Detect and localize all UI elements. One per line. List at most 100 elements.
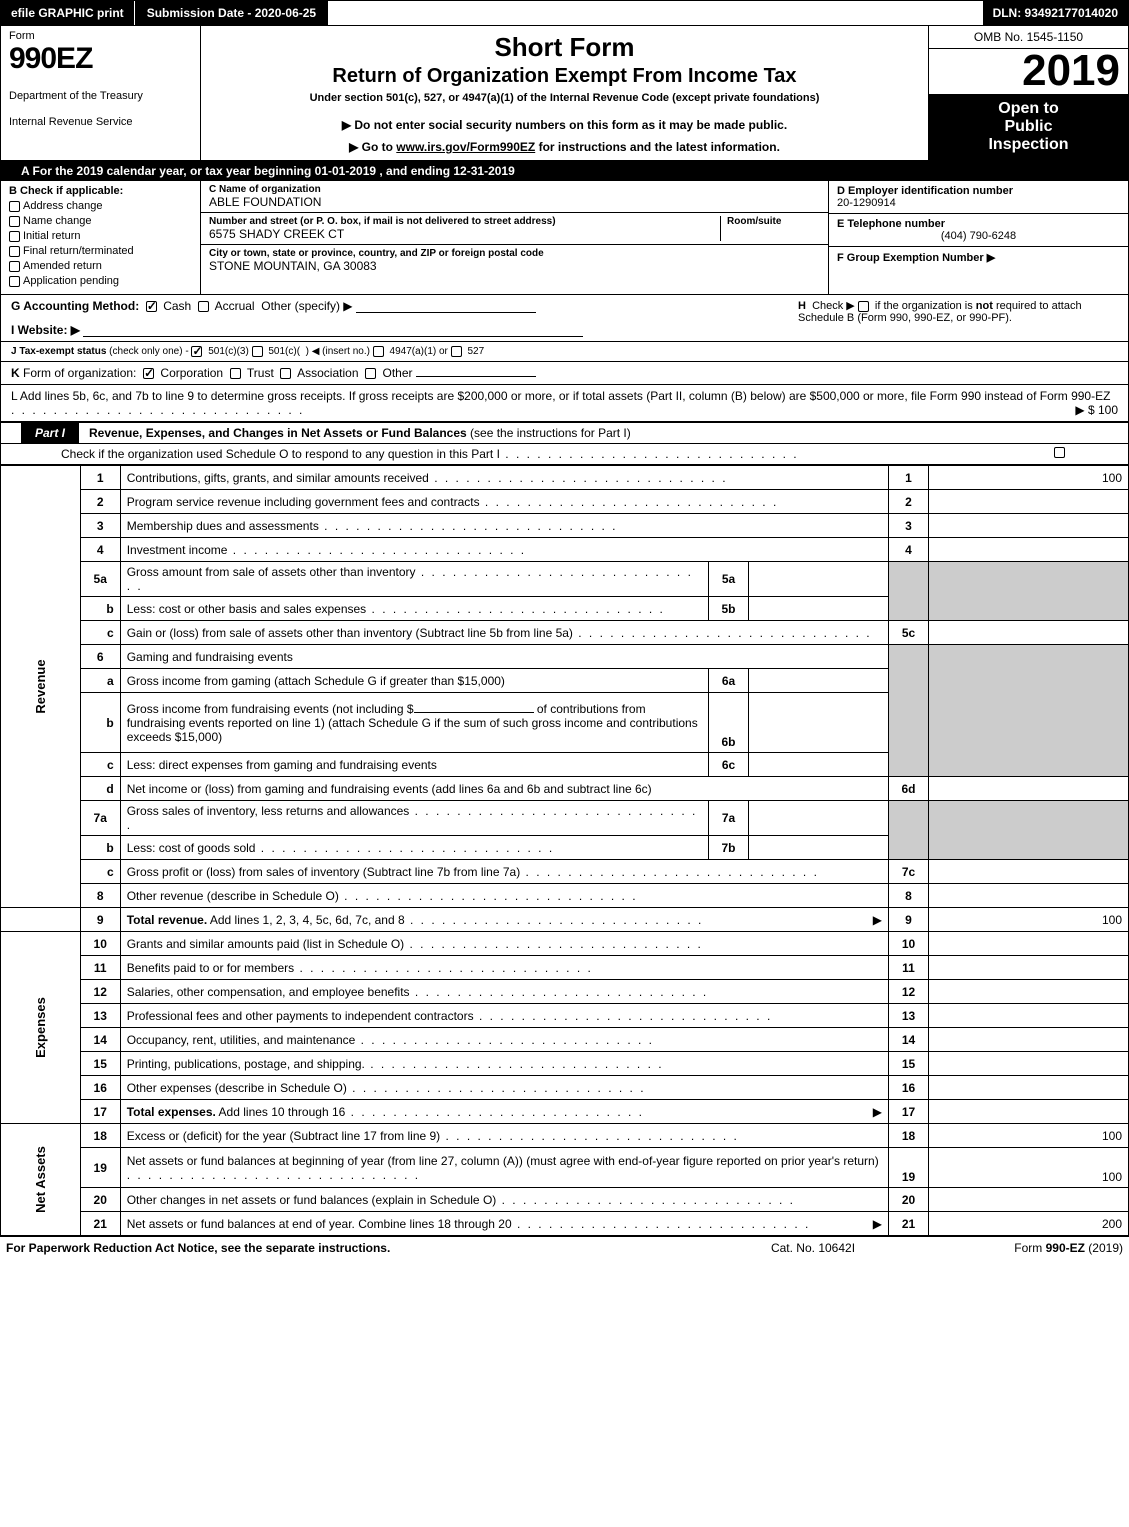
line-11-desc: Benefits paid to or for members [120,956,888,980]
section-e: E Telephone number (404) 790-6248 [829,214,1128,247]
line-4-col: 4 [889,538,929,562]
ssn-warning: ▶ Do not enter social security numbers o… [211,118,918,132]
line-14-no: 14 [80,1028,120,1052]
check-association[interactable] [280,368,291,379]
check-address-change[interactable]: Address change [9,200,192,212]
line-8-desc: Other revenue (describe in Schedule O) [120,884,888,908]
line-16-val [929,1076,1129,1100]
goto-post: for instructions and the latest informat… [535,140,780,154]
city-cell: City or town, state or province, country… [201,245,828,276]
header-left: Form 990EZ Department of the Treasury In… [1,26,201,160]
line-5a-no: 5a [80,562,120,597]
form-header: Form 990EZ Department of the Treasury In… [0,26,1129,161]
tax-year: 2019 [929,49,1128,93]
line-7ab-shade-no [889,801,929,860]
line-18: Net Assets 18 Excess or (deficit) for th… [1,1124,1129,1148]
part1-header: Part I Revenue, Expenses, and Changes in… [0,422,1129,444]
goto-link[interactable]: www.irs.gov/Form990EZ [396,140,535,154]
line-13-desc: Professional fees and other payments to … [120,1004,888,1028]
line-5b-inner-no: 5b [709,597,749,621]
line-20-col: 20 [889,1188,929,1212]
line-2-desc: Program service revenue including govern… [120,490,888,514]
line-6-shade-no [889,645,929,777]
check-other-org[interactable] [365,368,376,379]
line-7c-no: c [80,860,120,884]
line-5b-inner-val [749,597,889,621]
line-6d-col: 6d [889,777,929,801]
line-6b-no: b [80,693,120,753]
check-501c[interactable] [252,346,263,357]
check-corporation[interactable] [143,368,154,379]
line-6a-desc: Gross income from gaming (attach Schedul… [120,669,708,693]
line-13-col: 13 [889,1004,929,1028]
check-trust[interactable] [230,368,241,379]
line-7b-no: b [80,836,120,860]
line-10: Expenses 10 Grants and similar amounts p… [1,932,1129,956]
line-11-col: 11 [889,956,929,980]
g-accrual: Accrual [215,299,255,313]
line-21-desc: Net assets or fund balances at end of ye… [120,1212,888,1236]
page-footer: For Paperwork Reduction Act Notice, see … [0,1236,1129,1259]
check-application-pending[interactable]: Application pending [9,275,192,287]
lines-table: Revenue 1 Contributions, gifts, grants, … [0,465,1129,1236]
line-11-no: 11 [80,956,120,980]
check-name-change[interactable]: Name change [9,215,192,227]
line-12-col: 12 [889,980,929,1004]
line-5c-desc: Gain or (loss) from sale of assets other… [120,621,888,645]
g-cash: Cash [163,299,191,313]
line-8-val [929,884,1129,908]
check-final-return[interactable]: Final return/terminated [9,245,192,257]
line-18-val: 100 [929,1124,1129,1148]
check-part1-schedule-o[interactable] [1054,447,1065,458]
street-value: 6575 SHADY CREEK CT [209,227,720,241]
section-g: G Accounting Method: Cash Accrual Other … [11,299,778,337]
check-4947[interactable] [373,346,384,357]
sidetab-expenses: Expenses [1,932,81,1124]
line-15: 15 Printing, publications, postage, and … [1,1052,1129,1076]
line-16-no: 16 [80,1076,120,1100]
section-c: C Name of organization ABLE FOUNDATION N… [201,181,828,294]
line-2-col: 2 [889,490,929,514]
website-input[interactable] [83,323,583,337]
line-14-col: 14 [889,1028,929,1052]
street-cell: Number and street (or P. O. box, if mail… [201,213,828,245]
line-7ab-shade-val [929,801,1129,860]
org-name-cell: C Name of organization ABLE FOUNDATION [201,181,828,213]
line-6-desc: Gaming and fundraising events [120,645,888,669]
check-initial-return[interactable]: Initial return [9,230,192,242]
check-schedule-b[interactable] [858,301,869,312]
line-7c-desc: Gross profit or (loss) from sales of inv… [120,860,888,884]
check-527[interactable] [451,346,462,357]
check-accrual[interactable] [198,301,209,312]
footer-left: For Paperwork Reduction Act Notice, see … [6,1241,703,1255]
info-block: B Check if applicable: Address change Na… [0,181,1129,295]
line-8-no: 8 [80,884,120,908]
section-h: H Check ▶ if the organization is not req… [778,299,1118,337]
line-7a-desc: Gross sales of inventory, less returns a… [120,801,708,836]
line-3-desc: Membership dues and assessments [120,514,888,538]
line-21-col: 21 [889,1212,929,1236]
row-g-h: G Accounting Method: Cash Accrual Other … [1,295,1128,342]
line-7a-no: 7a [80,801,120,836]
form-label: Form [9,30,192,42]
line-6-shade-val [929,645,1129,777]
sidetab-netassets: Net Assets [1,1124,81,1236]
check-amended-return[interactable]: Amended return [9,260,192,272]
check-cash[interactable] [146,301,157,312]
line-9-desc: Total revenue. Add lines 1, 2, 3, 4, 5c,… [120,908,888,932]
line-7c: c Gross profit or (loss) from sales of i… [1,860,1129,884]
org-name-label: C Name of organization [209,184,820,195]
line-11: 11 Benefits paid to or for members 11 [1,956,1129,980]
g-other-input[interactable] [356,299,536,313]
line-6a-no: a [80,669,120,693]
open-line-1: Open to [933,100,1124,118]
line-16: 16 Other expenses (describe in Schedule … [1,1076,1129,1100]
efile-print-button[interactable]: efile GRAPHIC print [1,1,135,25]
goto-line: ▶ Go to www.irs.gov/Form990EZ for instru… [211,140,918,154]
line-6c-inner-val [749,753,889,777]
line-5b-no: b [80,597,120,621]
line-1: Revenue 1 Contributions, gifts, grants, … [1,466,1129,490]
line-6: 6 Gaming and fundraising events [1,645,1129,669]
check-501c3[interactable] [191,346,202,357]
section-a-tax-year: A For the 2019 calendar year, or tax yea… [0,161,1129,181]
